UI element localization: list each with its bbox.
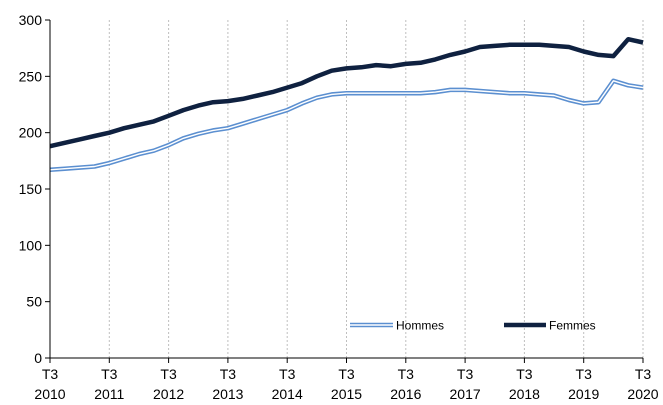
x-tick-label-year: 2018 <box>509 386 540 402</box>
x-tick-label-year: 2010 <box>34 386 65 402</box>
y-tick-label: 0 <box>34 350 42 366</box>
x-axis-ticks: T3 2010 T3 2011 T3 2012 T3 2013 T3 2014 T3 2015 T3 20… <box>34 358 659 402</box>
x-tick-label-quarter: T3 <box>457 366 474 382</box>
y-tick-label: 100 <box>19 237 43 253</box>
x-tick-label-year: 2017 <box>450 386 481 402</box>
legend-label-hommes: Hommes <box>396 319 444 333</box>
grid-lines <box>108 20 644 358</box>
legend-label-femmes: Femmes <box>549 319 596 333</box>
x-tick-label-quarter: T3 <box>279 366 296 382</box>
x-tick-label-year: 2016 <box>390 386 421 402</box>
x-tick-label-year: 2015 <box>331 386 362 402</box>
y-tick-label: 50 <box>26 294 42 310</box>
x-tick-label-quarter: T3 <box>160 366 177 382</box>
series-line-hommes-inner <box>49 80 644 171</box>
chart-legend: Hommes Femmes <box>350 319 596 333</box>
x-tick-label-quarter: T3 <box>338 366 355 382</box>
x-tick-label-quarter: T3 <box>635 366 652 382</box>
x-tick-label-quarter: T3 <box>101 366 118 382</box>
x-tick-label-quarter: T3 <box>576 366 593 382</box>
y-axis-ticks: 0 50 100 150 200 250 300 <box>19 12 50 366</box>
x-tick-label-year: 2013 <box>212 386 243 402</box>
x-tick-label-year: 2014 <box>272 386 303 402</box>
legend-item-femmes: Femmes <box>504 319 596 333</box>
x-tick-label-year: 2019 <box>568 386 599 402</box>
x-tick-label-year: 2012 <box>153 386 184 402</box>
y-tick-label: 150 <box>19 181 43 197</box>
legend-item-hommes: Hommes <box>350 319 444 333</box>
x-tick-label-quarter: T3 <box>220 366 237 382</box>
y-tick-label: 250 <box>19 68 43 84</box>
x-tick-label-year: 2020 <box>627 386 658 402</box>
y-tick-label: 200 <box>19 125 43 141</box>
x-tick-label-quarter: T3 <box>398 366 415 382</box>
series-lines <box>49 36 644 173</box>
x-tick-label-quarter: T3 <box>516 366 533 382</box>
series-line-femmes <box>49 36 644 149</box>
y-tick-label: 300 <box>19 12 43 28</box>
x-tick-label-year: 2011 <box>94 386 124 402</box>
x-tick-label-quarter: T3 <box>42 366 59 382</box>
